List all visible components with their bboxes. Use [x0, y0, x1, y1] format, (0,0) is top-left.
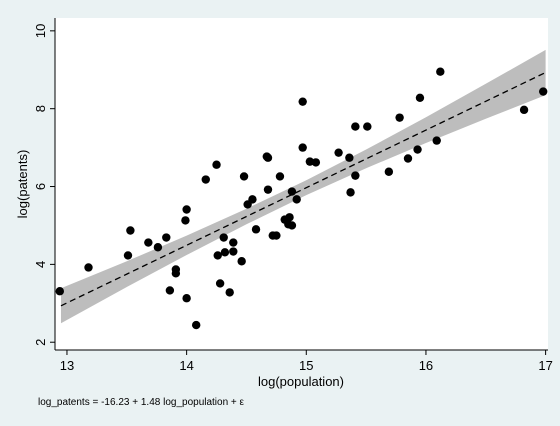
point [263, 153, 273, 162]
point [287, 221, 297, 230]
point [292, 195, 301, 204]
point [225, 288, 234, 297]
point [251, 225, 261, 234]
point [403, 154, 413, 163]
x-tick-label: 17 [538, 358, 552, 373]
point [311, 158, 321, 167]
point [213, 251, 222, 260]
point [239, 172, 249, 181]
confidence-band [60, 49, 546, 324]
y-tick-label: 8 [33, 105, 48, 112]
point [165, 286, 175, 295]
annotation: log_patents = -16.23 + 1.48 log_populati… [38, 397, 245, 408]
point [248, 195, 257, 204]
point [298, 97, 307, 106]
point [395, 113, 404, 122]
point [334, 148, 343, 157]
point [123, 251, 133, 260]
point [144, 238, 153, 247]
point [287, 187, 297, 196]
point [519, 105, 529, 115]
point [237, 257, 246, 266]
point [219, 233, 228, 242]
point [229, 247, 238, 256]
point [171, 269, 181, 278]
point [126, 226, 135, 235]
point [272, 231, 281, 240]
point [351, 171, 360, 180]
point [182, 294, 191, 303]
point [415, 93, 425, 102]
point [275, 172, 285, 181]
x-tick-label: 14 [179, 358, 193, 373]
point [413, 145, 422, 154]
point [201, 175, 210, 184]
point [384, 167, 394, 176]
fit-line [60, 71, 546, 307]
point [298, 143, 307, 152]
point [539, 87, 548, 96]
y-tick-label: 6 [33, 183, 48, 190]
point [436, 67, 445, 76]
point [182, 205, 191, 214]
point [55, 287, 64, 296]
y-tick-label: 10 [33, 24, 48, 38]
point [345, 153, 354, 162]
point [212, 160, 221, 169]
point [363, 122, 372, 131]
point [285, 213, 294, 222]
x-tick-label: 16 [419, 358, 433, 373]
y-axis-label: log(patents) [15, 150, 30, 219]
point [346, 188, 355, 197]
point [84, 263, 93, 272]
point [181, 216, 190, 225]
point [263, 185, 273, 194]
point [153, 243, 163, 252]
point [191, 320, 201, 330]
point [162, 233, 171, 242]
x-axis-label: log(population) [258, 374, 344, 389]
point [432, 136, 441, 145]
y-tick-label: 2 [33, 339, 48, 346]
point [229, 238, 238, 247]
y-tick-label: 4 [33, 261, 48, 268]
x-tick-label: 13 [60, 358, 74, 373]
point [215, 279, 225, 288]
point [220, 248, 230, 257]
point [351, 122, 360, 131]
x-tick-label: 15 [299, 358, 313, 373]
